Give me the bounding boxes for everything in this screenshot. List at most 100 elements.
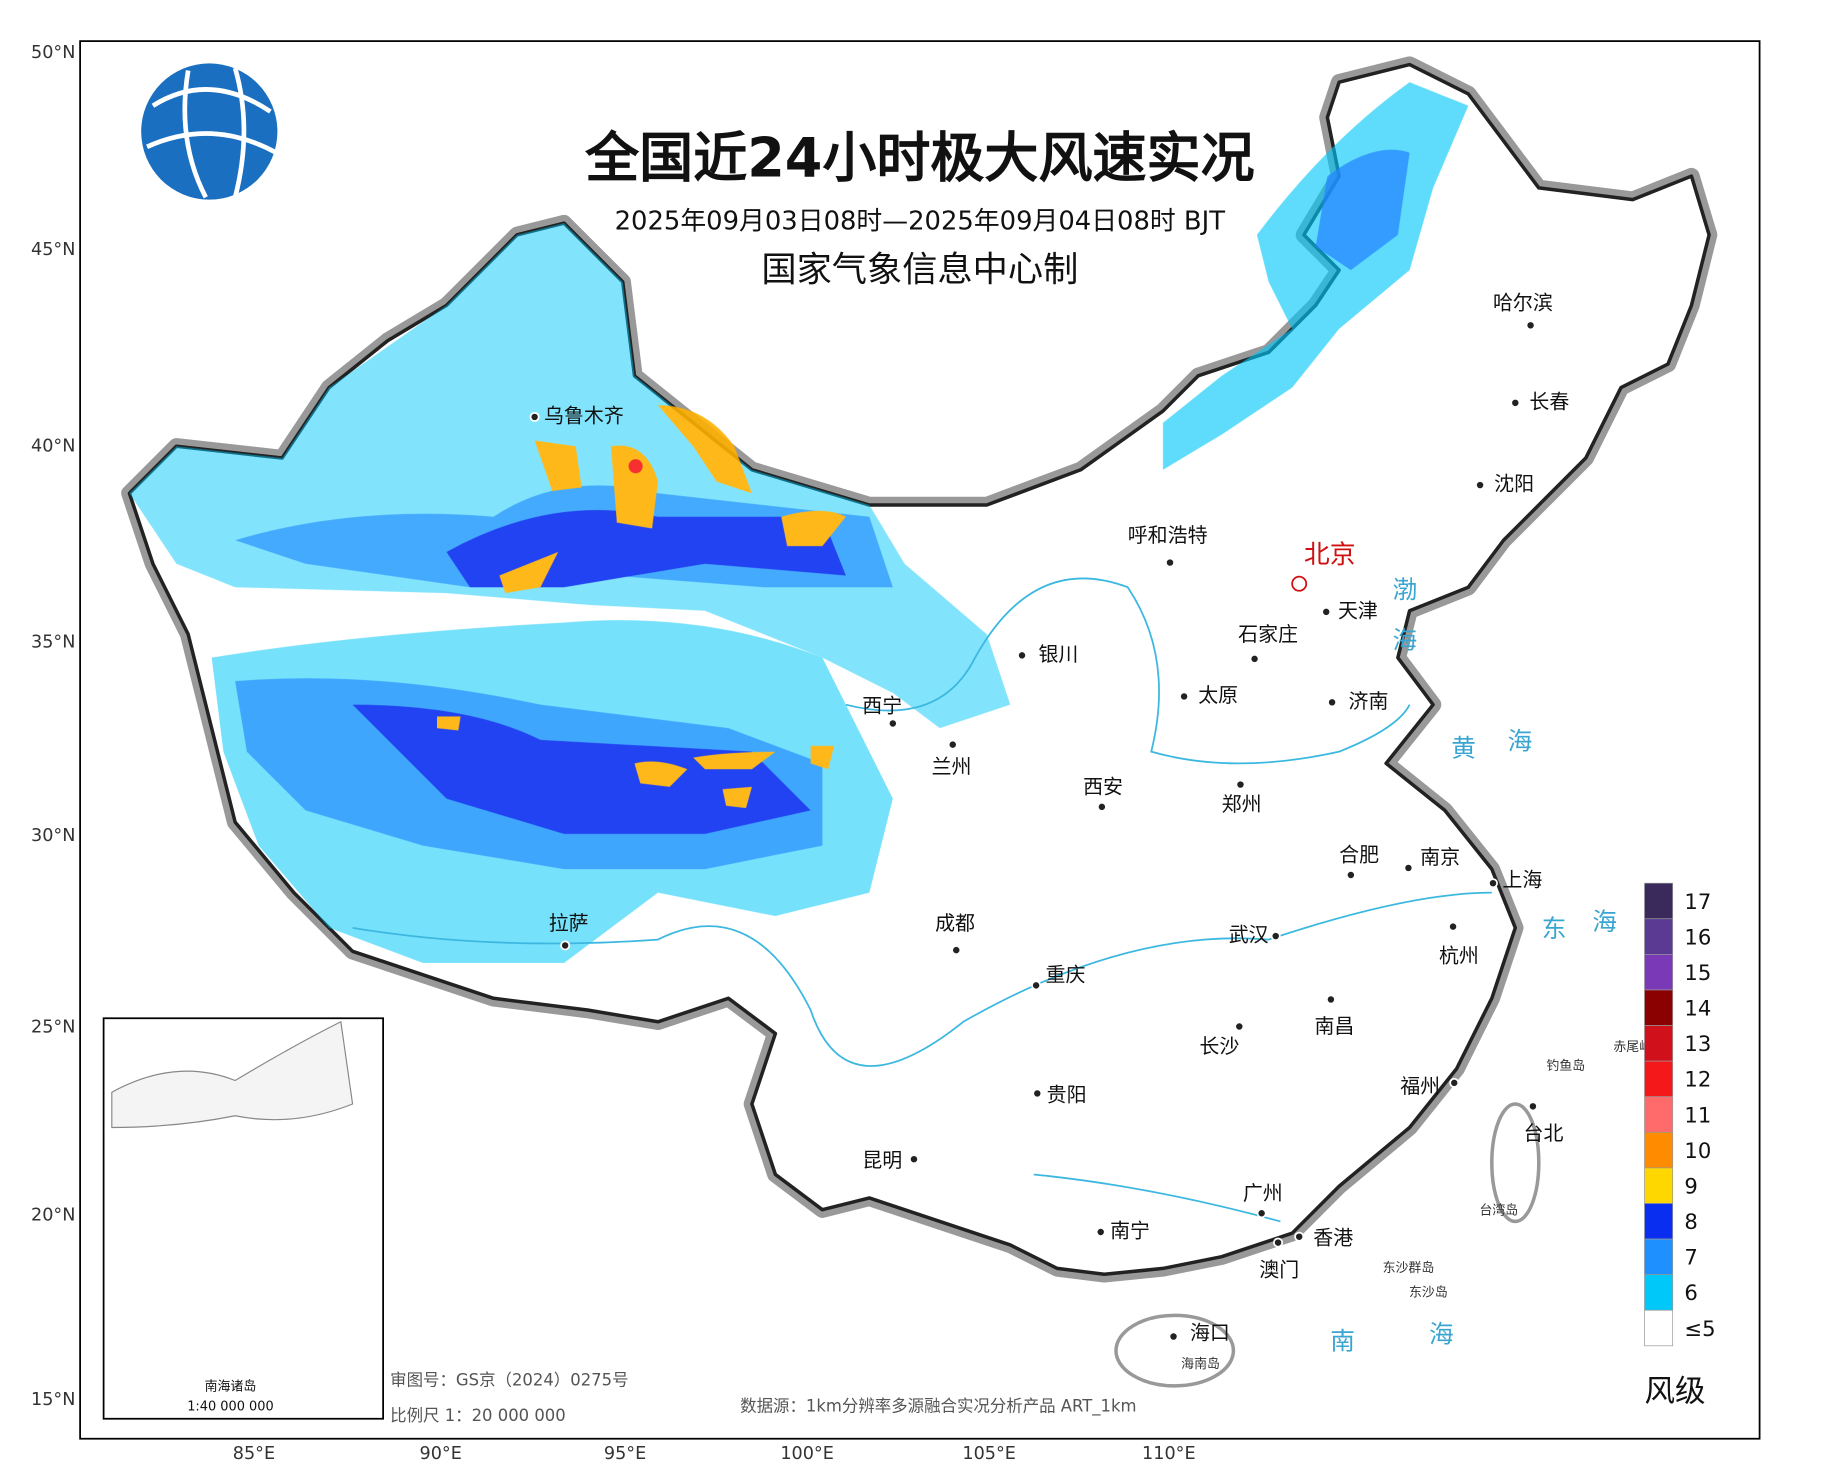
producer: 国家气象信息中心制 [761,249,1078,290]
rivers [352,577,1492,1223]
taiwan [1490,1102,1541,1224]
city-label: 呼和浩特 [1128,523,1208,547]
legend-label: 6 [1684,1280,1697,1305]
city-marker [1525,320,1536,331]
legend-label: 16 [1684,924,1711,949]
legend-label: 12 [1684,1067,1711,1092]
sea-label: 黄 [1451,733,1476,762]
legend-label: 14 [1684,996,1711,1021]
city-label: 西宁 [862,694,902,718]
city-label: 南京 [1420,845,1460,869]
city-marker [1273,1237,1284,1248]
legend-swatch [1644,1274,1674,1311]
city-label: 北京 [1304,540,1356,570]
city-label: 澳门 [1259,1257,1299,1281]
inset-title: 南海诸岛 [205,1379,257,1395]
city-marker [1249,653,1260,664]
legend-swatch [1644,1060,1674,1098]
island-label: 钓鱼岛 [1546,1058,1585,1074]
city-label: 台北 [1524,1121,1564,1145]
city-label: 上海 [1502,867,1542,891]
sea-label: 海 [1592,907,1617,936]
wind-level-9-10 [437,405,846,809]
city-marker [1294,1231,1305,1242]
city-label: 成都 [935,911,975,935]
city-marker [1032,1088,1043,1099]
legend-label: 17 [1684,889,1711,914]
city-label: 贵阳 [1047,1082,1087,1106]
legend-swatch [1644,1309,1674,1347]
city-marker [1321,606,1332,617]
city-marker [947,739,958,750]
source-note: 数据源：1km分辨率多源融合实况分析产品 ART_1km [740,1397,1136,1417]
inset-coast [111,1020,354,1129]
city-label: 南宁 [1110,1219,1150,1243]
city-marker [529,411,540,422]
city-label: 哈尔滨 [1493,291,1553,315]
sea-label: 东 [1542,914,1567,943]
city-marker [1510,397,1521,408]
wind-field [129,82,1469,964]
scale-note: 比例尺 1：20 000 000 [390,1406,566,1425]
legend-swatch [1644,1238,1674,1275]
city-label: 昆明 [862,1148,902,1172]
city-label: 长春 [1529,389,1569,413]
sea-label: 海 [1429,1319,1454,1348]
lat-label: 25°N [31,1018,75,1038]
legend-swatch [1644,989,1674,1026]
city-label: 银川 [1038,642,1078,666]
city-label: 香港 [1313,1226,1353,1250]
city-label: 兰州 [932,755,972,779]
city-marker [1270,931,1281,942]
title: 全国近24小时极大风速实况 [584,127,1254,190]
legend-label: 8 [1684,1209,1697,1234]
legend-swatch [1644,1203,1674,1240]
city-label: 太原 [1198,683,1238,707]
lon-label: 100°E [780,1444,834,1464]
island-label: 海南岛 [1181,1356,1220,1372]
legend-swatch [1644,918,1674,955]
city-label: 重庆 [1046,962,1086,986]
island-label: 东沙群岛 [1383,1260,1435,1276]
city-marker [1179,691,1190,702]
legend-label: 7 [1684,1245,1697,1270]
city-label: 郑州 [1222,792,1262,816]
city-label: 长沙 [1199,1034,1239,1058]
logo-lines [146,67,278,199]
city-label: 杭州 [1439,944,1479,968]
city-marker [1345,869,1356,880]
island-label: 东沙岛 [1409,1285,1448,1301]
city-marker [1168,1331,1179,1342]
city-marker [1165,557,1176,568]
city-marker [908,1154,919,1165]
legend-label: 13 [1684,1031,1711,1056]
lat-label: 15°N [31,1390,75,1410]
lat-label: 35°N [31,632,75,652]
wind-level-7 [1315,149,1410,271]
city-marker [1449,1077,1460,1088]
city-marker [1403,862,1414,873]
lat-label: 40°N [31,436,75,456]
lat-label: 50°N [31,43,75,63]
wind-level-8 [352,704,811,834]
city-label: 石家庄 [1238,622,1298,646]
capital-marker [1291,575,1308,592]
island-label: 台湾岛 [1479,1202,1518,1218]
city-marker [1475,480,1486,491]
city-marker [1325,994,1336,1005]
city-label: 拉萨 [549,911,589,935]
city-label: 沈阳 [1494,472,1534,496]
subtitle: 2025年09月03日08时—2025年09月04日08时 BJT [615,206,1226,236]
inset-scale: 1:40 000 000 [187,1400,273,1415]
review-note: 审图号：GS京（2024）0275号 [390,1371,628,1390]
legend-swatch [1644,1167,1674,1204]
wind-level-12 [628,459,643,474]
city-marker [1096,801,1107,812]
legend-title: 风级 [1645,1374,1706,1409]
city-label: 乌鲁木齐 [544,403,624,427]
city-label: 南昌 [1314,1014,1354,1038]
city-marker [1256,1208,1267,1219]
lat-label: 20°N [31,1206,75,1226]
legend-swatch [1644,1096,1674,1133]
